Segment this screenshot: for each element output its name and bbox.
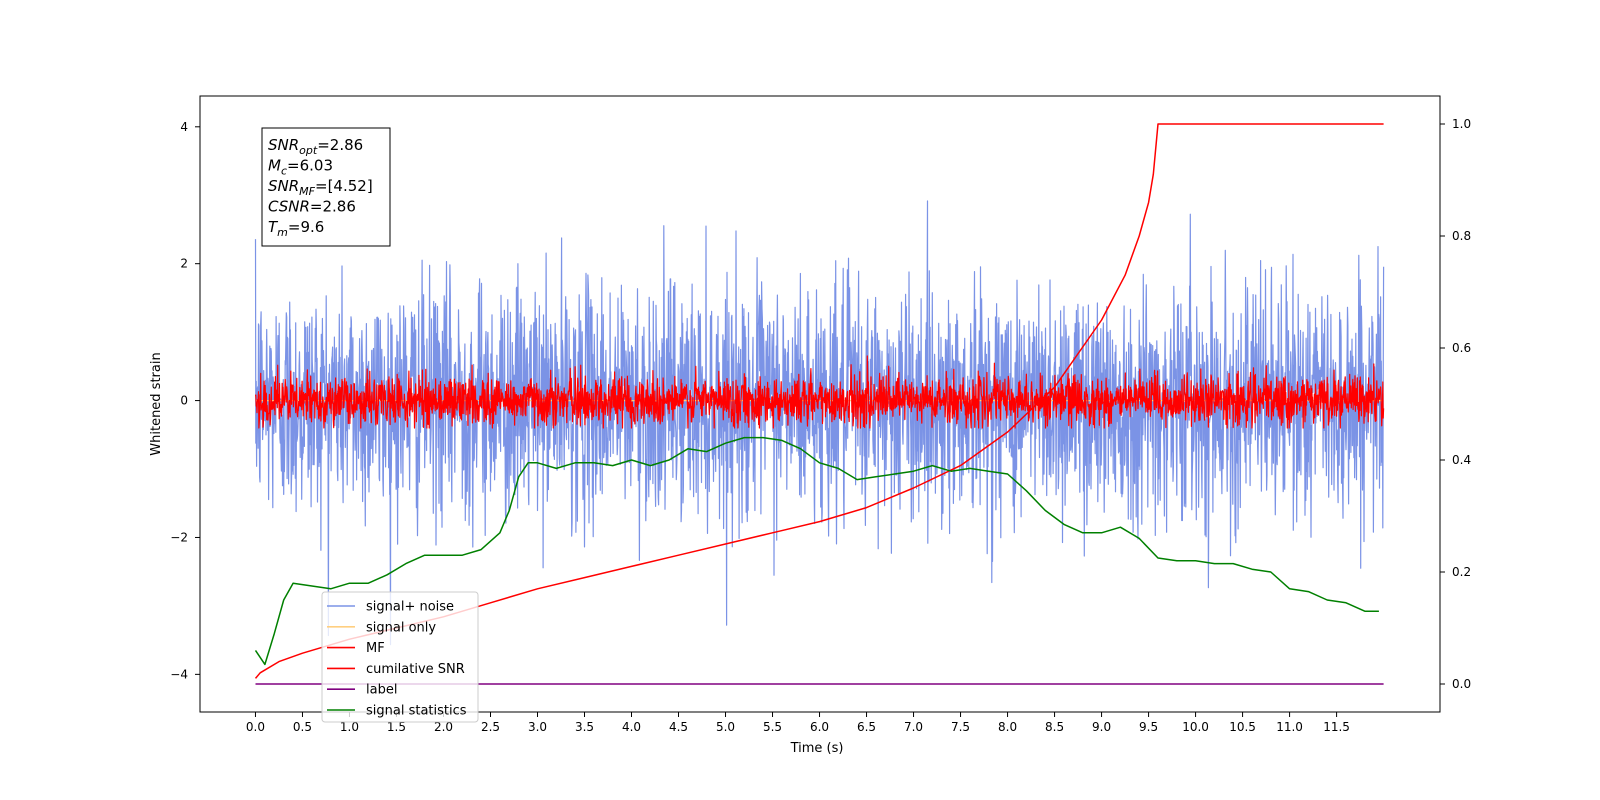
legend-frame <box>321 591 479 723</box>
y-right-tick-label: 0.6 <box>1452 341 1471 355</box>
x-tick-label: 10.0 <box>1182 720 1209 734</box>
y-left-tick-label: −4 <box>170 667 188 681</box>
y-axis-right-ticks: 0.0 0.2 0.4 0.6 0.8 1.0 <box>1440 117 1471 691</box>
annotation-line: CSNR=2.86 <box>268 198 356 216</box>
annotation-line: Tm=9.6 <box>268 218 324 239</box>
y-right-tick-label: 0.8 <box>1452 229 1471 243</box>
x-tick-label: 2.5 <box>481 720 500 734</box>
y-right-tick-label: 0.0 <box>1452 677 1471 691</box>
y-left-tick-label: 0 <box>180 394 188 408</box>
annotation-line: SNRopt=2.86 <box>268 136 363 157</box>
x-axis-label: Time (s) <box>790 741 844 756</box>
legend-entry: signal+ noise <box>366 600 454 615</box>
legend-entry: signal only <box>366 620 436 635</box>
x-tick-label: 3.0 <box>528 720 547 734</box>
x-tick-label: 2.0 <box>434 720 453 734</box>
x-tick-label: 0.5 <box>293 720 312 734</box>
x-tick-label: 10.5 <box>1229 720 1256 734</box>
x-tick-label: 11.0 <box>1276 720 1303 734</box>
y-axis-label: Whitened strain <box>149 352 164 455</box>
x-tick-label: 6.5 <box>857 720 876 734</box>
x-tick-label: 9.5 <box>1139 720 1158 734</box>
y-left-tick-label: 2 <box>180 257 188 271</box>
annotation-line: Mc=6.03 <box>268 157 333 178</box>
y-left-tick-label: 4 <box>180 120 188 134</box>
annotation-frame <box>261 127 391 247</box>
x-tick-label: 11.5 <box>1323 720 1350 734</box>
y-right-tick-label: 0.2 <box>1452 565 1471 579</box>
x-tick-label: 6.0 <box>810 720 829 734</box>
x-axis-ticks: 0.0 0.5 1.0 1.5 2.0 2.5 3.0 3.5 4.0 4.5 5.0 5.5 6.0 6… <box>246 712 1350 734</box>
legend: signal+ noise signal only MF cumilative SNR… <box>321 591 479 723</box>
y-axis-left-ticks: −4 −2 0 2 4 <box>170 120 200 681</box>
x-tick-label: 8.0 <box>998 720 1017 734</box>
legend-entry: MF <box>366 641 385 656</box>
legend-entry: label <box>366 683 397 698</box>
x-tick-label: 5.5 <box>763 720 782 734</box>
x-tick-label: 8.5 <box>1045 720 1064 734</box>
x-tick-label: 7.0 <box>904 720 923 734</box>
series-signal-statistics-line <box>254 436 1379 666</box>
annotation-line: SNRMF=[4.52] <box>268 177 373 198</box>
x-tick-label: 3.5 <box>575 720 594 734</box>
x-tick-label: 0.0 <box>246 720 265 734</box>
y-right-tick-label: 0.4 <box>1452 453 1471 467</box>
x-tick-label: 7.5 <box>951 720 970 734</box>
x-tick-label: 4.5 <box>669 720 688 734</box>
x-tick-label: 5.0 <box>716 720 735 734</box>
series-signal-noise-line <box>254 200 1385 646</box>
legend-entry: cumilative SNR <box>366 662 465 677</box>
x-tick-label: 1.5 <box>387 720 406 734</box>
x-tick-label: 4.0 <box>622 720 641 734</box>
legend-entry: signal statistics <box>366 704 467 719</box>
y-left-tick-label: −2 <box>170 530 188 544</box>
x-tick-label: 9.0 <box>1092 720 1111 734</box>
series-mf-line <box>254 355 1385 429</box>
x-tick-label: 1.0 <box>340 720 359 734</box>
y-right-tick-label: 1.0 <box>1452 117 1471 131</box>
